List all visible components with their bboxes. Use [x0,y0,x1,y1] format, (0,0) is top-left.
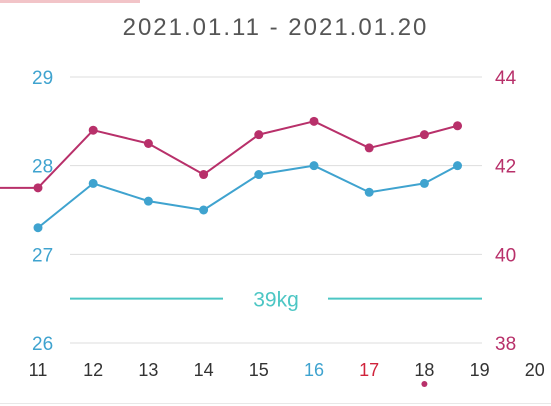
x-axis-tick-label: 19 [470,360,490,380]
selected-day-marker [421,381,428,387]
right-axis-tick-label: 38 [495,334,516,355]
x-axis-tick-label: 16 [304,360,324,380]
series-2-point [254,130,264,140]
x-axis-tick-label: 11 [29,360,48,380]
tab-indicator [0,0,140,3]
series-1-point [143,196,153,206]
series-1-point [199,205,209,215]
right-axis-tick-label: 40 [495,245,516,266]
series-1-point [419,178,429,188]
series-2-point [33,183,43,193]
series-1-point [33,223,43,233]
series-1-point [453,161,463,171]
left-axis-tick-label: 29 [32,68,53,89]
series-1-point [309,161,319,171]
right-axis-tick-label: 44 [495,68,517,89]
series-1-point [254,170,264,180]
right-axis-tick-label: 42 [495,157,516,178]
x-axis-tick-label: 13 [138,360,158,380]
left-axis-tick-label: 28 [32,157,53,178]
date-range-title: 2021.01.11 - 2021.01.20 [122,14,429,41]
x-axis-tick-label: 17 [359,360,379,380]
bottom-divider [0,403,551,404]
x-axis-tick-label: 18 [414,360,434,380]
x-axis-tick-label: 15 [249,360,269,380]
series-2-point [419,130,429,140]
x-axis-tick-label: 12 [83,360,103,380]
series-2-point [309,116,319,126]
x-axis-tick-label: 20 [525,360,545,380]
target-label: 39kg [253,289,299,312]
left-axis-tick-label: 27 [32,245,53,266]
series-2-point [453,121,463,131]
left-axis-tick-label: 26 [32,334,53,355]
series-2-point [143,139,153,148]
series-2-point [199,170,209,180]
series-2-point [88,125,98,135]
series-1-point [88,178,98,188]
series-2-point [364,143,374,153]
series-1-point [364,187,374,197]
series-line-1 [37,164,458,229]
x-axis-tick-label: 14 [194,360,214,380]
series-line-2 [0,120,458,189]
